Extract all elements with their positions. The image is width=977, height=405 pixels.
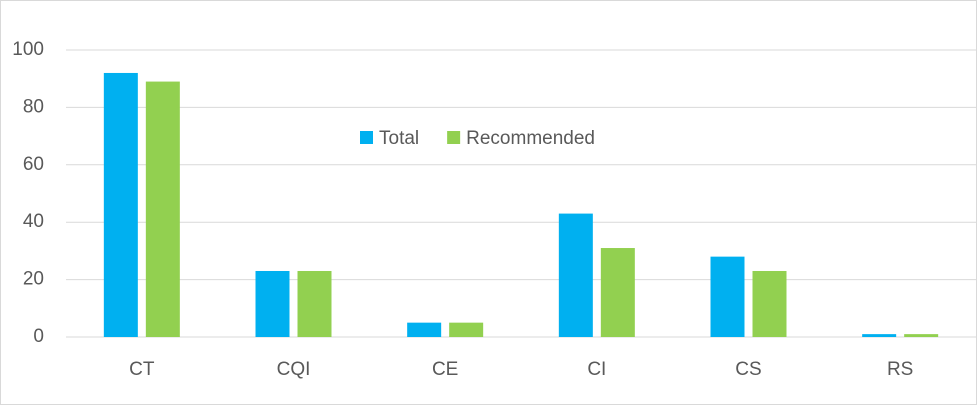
bar bbox=[558, 213, 593, 337]
x-tick-label: RS bbox=[887, 359, 913, 380]
legend-swatch bbox=[447, 131, 461, 144]
legend-label: Total bbox=[379, 128, 419, 149]
x-tick-label: CS bbox=[735, 359, 761, 380]
y-tick-label: 20 bbox=[23, 269, 44, 290]
legend-swatch bbox=[360, 131, 373, 144]
bar bbox=[407, 322, 442, 337]
y-tick-label: 60 bbox=[23, 154, 44, 175]
x-tick-label: CT bbox=[129, 359, 155, 380]
bar bbox=[297, 270, 332, 337]
x-tick-label: CE bbox=[432, 359, 458, 380]
y-tick-label: 100 bbox=[12, 39, 44, 60]
y-tick-label: 0 bbox=[33, 326, 44, 347]
bar bbox=[710, 256, 745, 337]
y-tick-label: 40 bbox=[23, 211, 44, 232]
bar bbox=[752, 270, 787, 337]
bar bbox=[449, 322, 484, 337]
x-tick-label: CQI bbox=[277, 359, 311, 380]
bar bbox=[103, 72, 138, 338]
bar bbox=[862, 334, 897, 337]
legend-label: Recommended bbox=[466, 128, 595, 149]
bar bbox=[255, 270, 290, 337]
bar bbox=[145, 81, 180, 337]
bar bbox=[600, 248, 635, 337]
bar bbox=[904, 334, 939, 337]
x-tick-label: CI bbox=[587, 359, 606, 380]
y-tick-label: 80 bbox=[23, 96, 44, 117]
